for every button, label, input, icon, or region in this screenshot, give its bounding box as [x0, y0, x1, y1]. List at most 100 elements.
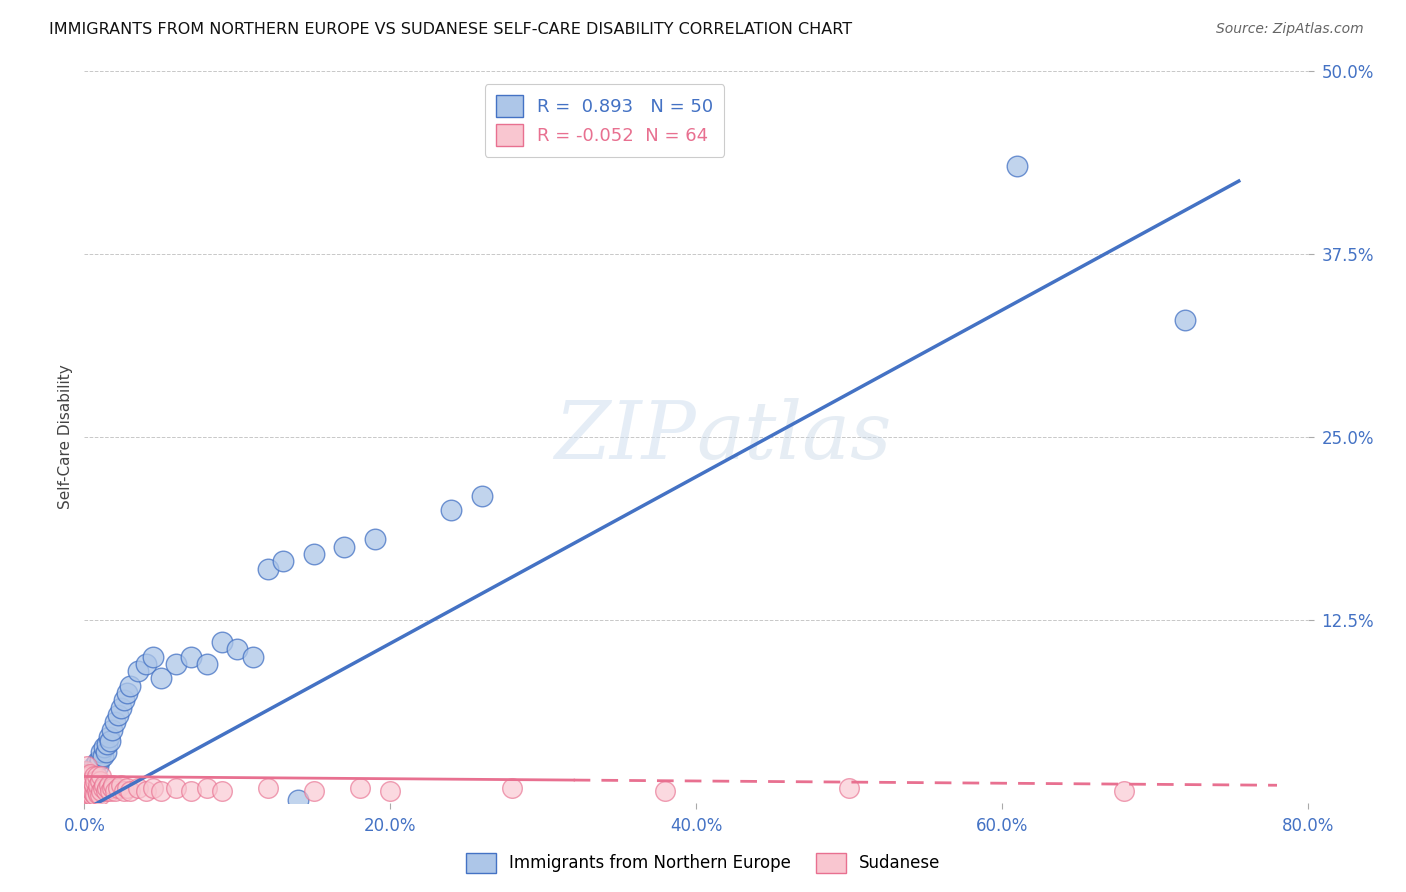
Point [120, 679, 142, 693]
Point [302, 784, 325, 798]
Point [87, 778, 110, 792]
Point [1174, 313, 1197, 327]
Point [302, 547, 325, 561]
Point [79, 781, 101, 796]
Point [80, 773, 103, 788]
Point [89, 789, 111, 803]
Legend: R =  0.893   N = 50, R = -0.052  N = 64: R = 0.893 N = 50, R = -0.052 N = 64 [485, 84, 724, 157]
Point [75, 784, 97, 798]
Point [1005, 160, 1028, 174]
Point [83, 778, 105, 792]
Text: atlas: atlas [696, 399, 891, 475]
Point [101, 781, 124, 796]
Point [115, 781, 138, 796]
Point [364, 533, 387, 547]
Point [83, 759, 105, 773]
Point [165, 657, 187, 671]
Point [75, 769, 97, 783]
Point [380, 784, 402, 798]
Point [80, 773, 103, 788]
Point [86, 769, 108, 783]
Point [77, 778, 100, 792]
Point [84, 789, 107, 803]
Point [110, 778, 132, 792]
Point [226, 642, 249, 657]
Point [75, 778, 97, 792]
Point [287, 793, 309, 807]
Point [80, 764, 103, 778]
Point [471, 489, 494, 503]
Point [104, 784, 127, 798]
Point [96, 781, 118, 796]
Point [98, 784, 121, 798]
Point [142, 649, 165, 664]
Point [79, 787, 101, 801]
Point [91, 781, 114, 796]
Legend: Immigrants from Northern Europe, Sudanese: Immigrants from Northern Europe, Sudanes… [458, 847, 948, 880]
Point [97, 730, 120, 744]
Point [84, 773, 107, 788]
Point [75, 789, 97, 803]
Point [77, 769, 100, 783]
Point [79, 766, 101, 780]
Point [80, 789, 103, 803]
Point [98, 734, 121, 748]
Point [75, 764, 97, 778]
Point [79, 766, 101, 780]
Point [440, 503, 463, 517]
Point [838, 781, 860, 796]
Point [142, 781, 165, 796]
Point [180, 649, 202, 664]
Y-axis label: Self-Care Disability: Self-Care Disability [58, 365, 73, 509]
Point [112, 784, 135, 798]
Point [97, 778, 120, 792]
Point [654, 784, 676, 798]
Point [89, 773, 111, 788]
Point [84, 766, 107, 780]
Point [1114, 784, 1136, 798]
Point [242, 649, 264, 664]
Text: Source: ZipAtlas.com: Source: ZipAtlas.com [1216, 22, 1364, 37]
Point [91, 749, 114, 764]
Point [180, 784, 202, 798]
Point [89, 752, 111, 766]
Point [112, 693, 135, 707]
Point [104, 715, 127, 730]
Point [87, 759, 110, 773]
Point [79, 773, 101, 788]
Point [87, 787, 110, 801]
Text: IMMIGRANTS FROM NORTHERN EUROPE VS SUDANESE SELF-CARE DISABILITY CORRELATION CHA: IMMIGRANTS FROM NORTHERN EUROPE VS SUDAN… [49, 22, 852, 37]
Point [77, 769, 100, 783]
Point [77, 778, 100, 792]
Point [94, 745, 117, 759]
Point [149, 672, 172, 686]
Point [211, 784, 233, 798]
Point [135, 657, 157, 671]
Point [149, 784, 172, 798]
Point [127, 664, 149, 678]
Point [90, 745, 112, 759]
Point [333, 540, 356, 554]
Point [101, 723, 124, 737]
Point [76, 787, 98, 801]
Point [76, 766, 98, 780]
Point [83, 769, 105, 783]
Point [115, 686, 138, 700]
Point [257, 562, 280, 576]
Point [94, 784, 117, 798]
Point [90, 769, 112, 783]
Point [257, 781, 280, 796]
Point [107, 781, 129, 796]
Point [110, 700, 132, 714]
Point [79, 781, 101, 796]
Point [86, 755, 108, 769]
Point [502, 781, 524, 796]
Point [103, 778, 125, 792]
Point [77, 784, 100, 798]
Point [211, 635, 233, 649]
Point [96, 737, 118, 751]
Point [83, 769, 105, 783]
Point [135, 784, 157, 798]
Point [120, 784, 142, 798]
Point [75, 781, 97, 796]
